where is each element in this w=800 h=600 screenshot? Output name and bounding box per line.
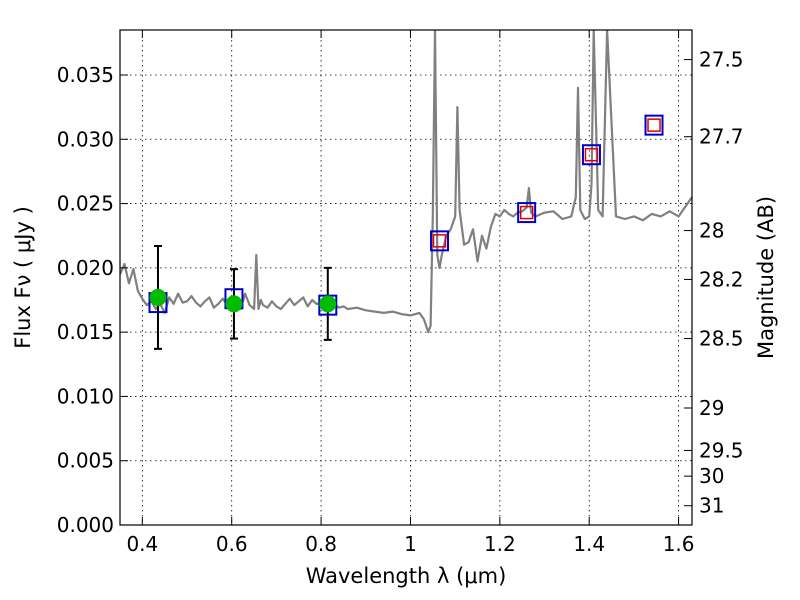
predicted-photometry-square (519, 205, 534, 220)
x-tick-label: 0.4 (126, 532, 158, 556)
y-tick-label: 0.035 (57, 63, 114, 87)
x-tick-label: 1.2 (484, 532, 516, 556)
y-tick-label: 0.000 (57, 513, 114, 537)
predicted-photometry-square (432, 234, 447, 248)
plot-frame (119, 29, 693, 526)
y-axis-title: Flux Fν ( μJy ) (11, 206, 35, 349)
x-tick-label: 1 (404, 532, 417, 556)
mag-tick-label: 28 (699, 219, 724, 243)
y-axis-right-title: Magnitude (AB) (754, 196, 778, 359)
mag-tick-label: 28.5 (699, 327, 744, 351)
y-tick-label: 0.030 (57, 127, 114, 151)
mag-tick-label: 28.2 (699, 267, 744, 291)
model-photometry-square (581, 144, 601, 166)
y-tick-label: 0.020 (57, 256, 114, 280)
y-tick-label: 0.015 (57, 320, 114, 344)
observed-photometry-point (225, 295, 243, 313)
model-photometry-square (644, 114, 664, 136)
y-tick-label: 0.010 (57, 384, 114, 408)
y-axis-right-magnitude: 27.5 27.7 28 28.2 28.5 29 29.530 31 (684, 48, 744, 518)
mag-tick-label: 29.5 (699, 438, 744, 462)
x-tick-label: 0.6 (216, 532, 248, 556)
mag-tick-label: 27.5 (699, 48, 744, 72)
model-spectrum-line (120, 30, 692, 334)
mag-tick-label: 31 (699, 494, 724, 518)
observed-photometry-point (319, 295, 337, 313)
mag-tick-label: 29 (699, 396, 724, 420)
grid (120, 30, 692, 525)
predicted-photometry-square (647, 118, 661, 132)
y-tick-label: 0.025 (57, 192, 114, 216)
y-tick-label: 0.005 (57, 449, 114, 473)
model-photometry-square (517, 202, 537, 224)
x-tick-label: 1.6 (663, 532, 695, 556)
predicted-photometry-square (584, 147, 599, 162)
model-photometry-square (430, 230, 450, 252)
x-tick-label: 1.4 (573, 532, 605, 556)
mag-tick-label: 27.7 (699, 125, 744, 149)
x-tick-label: 0.8 (305, 532, 337, 556)
x-axis: 0.4 0.6 0.8 1 1.2 1.4 1.6 (126, 30, 695, 556)
x-axis-title: Wavelength λ (μm) (306, 564, 507, 588)
mag-tick-label: 30 (699, 464, 724, 488)
y-axis-left: 0.000 0.005 0.010 0.015 0.020 0.025 0.030 0.035 (57, 63, 128, 537)
plot-content (120, 30, 692, 350)
observed-photometry-point (149, 288, 167, 306)
